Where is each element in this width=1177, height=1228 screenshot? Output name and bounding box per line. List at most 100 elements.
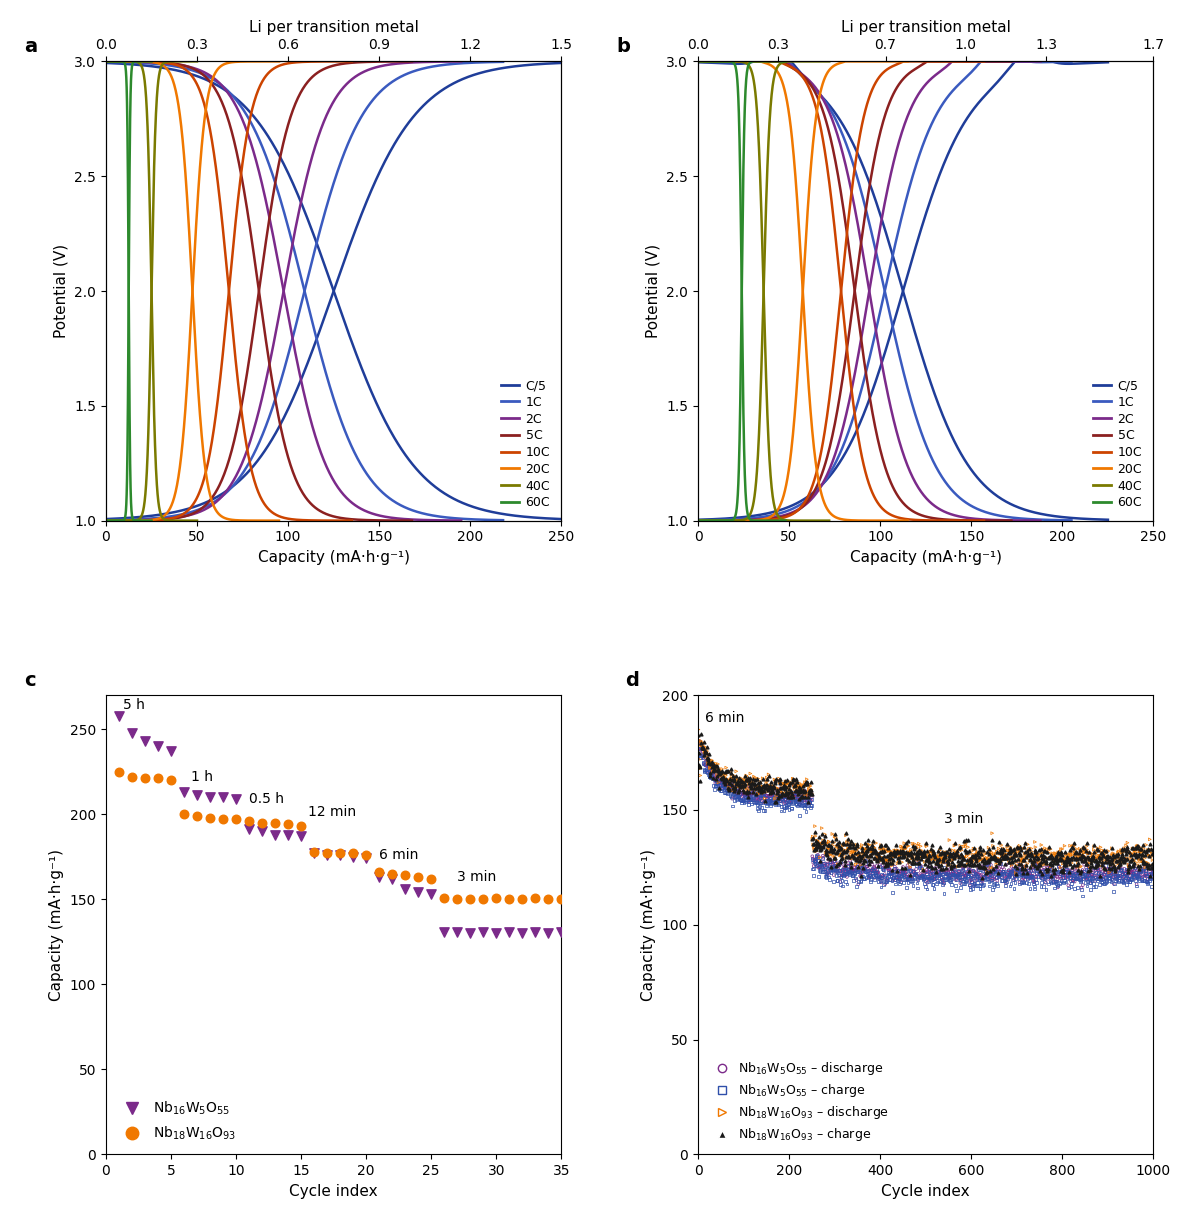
- Point: [1085, 857, 1104, 877]
- Point: [720, 770, 739, 790]
- Point: [742, 788, 760, 808]
- Point: [878, 857, 897, 877]
- Point: [767, 779, 786, 798]
- Point: [1055, 851, 1073, 871]
- Point: [911, 866, 930, 885]
- Point: [1073, 839, 1092, 858]
- Point: [840, 841, 859, 861]
- Point: [1089, 858, 1108, 878]
- Point: [753, 769, 772, 788]
- Point: [786, 786, 805, 806]
- Point: [897, 867, 916, 887]
- Point: [723, 785, 742, 804]
- Point: [884, 868, 903, 888]
- Point: [704, 764, 723, 783]
- Point: [716, 775, 734, 795]
- Point: [1055, 868, 1073, 888]
- Point: [699, 766, 718, 786]
- Point: [791, 785, 810, 804]
- Point: [690, 755, 709, 775]
- Point: [727, 786, 746, 806]
- Point: [1116, 868, 1135, 888]
- Point: [985, 860, 1004, 879]
- Point: [1082, 861, 1100, 880]
- Point: [719, 775, 738, 795]
- Point: [1002, 861, 1020, 880]
- Point: [1071, 871, 1090, 890]
- Point: [1085, 858, 1104, 878]
- Point: [797, 788, 816, 808]
- Point: [793, 776, 812, 796]
- Point: [1113, 839, 1132, 858]
- Point: [831, 845, 850, 865]
- Point: [200, 787, 219, 807]
- Point: [770, 791, 789, 810]
- Point: [953, 860, 972, 879]
- Point: [978, 861, 997, 880]
- Point: [227, 790, 246, 809]
- Point: [1099, 866, 1118, 885]
- Point: [1036, 839, 1055, 858]
- Point: [790, 781, 809, 801]
- Point: [900, 842, 919, 862]
- Point: [1009, 863, 1028, 883]
- Point: [1090, 869, 1109, 889]
- Point: [805, 837, 824, 857]
- Point: [807, 855, 826, 874]
- Point: [1015, 847, 1033, 867]
- Point: [983, 860, 1002, 879]
- Point: [1019, 846, 1038, 866]
- Point: [870, 836, 889, 856]
- Point: [703, 761, 722, 781]
- Point: [1117, 849, 1136, 868]
- Point: [1086, 849, 1105, 868]
- Point: [1083, 866, 1102, 885]
- Point: [1075, 837, 1093, 857]
- Point: [794, 797, 813, 817]
- Point: [772, 775, 791, 795]
- Point: [870, 849, 889, 868]
- Point: [782, 792, 800, 812]
- Point: [899, 842, 918, 862]
- Point: [858, 863, 877, 883]
- Point: [950, 865, 969, 884]
- Point: [1089, 846, 1108, 866]
- Point: [892, 865, 911, 884]
- Point: [1142, 847, 1161, 867]
- Point: [906, 840, 925, 860]
- Point: [214, 787, 233, 807]
- Point: [1053, 872, 1072, 892]
- Point: [305, 841, 324, 861]
- Point: [970, 865, 989, 884]
- Point: [187, 786, 206, 806]
- Point: [1005, 845, 1024, 865]
- Point: [785, 786, 804, 806]
- Point: [838, 857, 857, 877]
- Point: [318, 845, 337, 865]
- Point: [909, 869, 927, 889]
- Point: [733, 776, 752, 796]
- Point: [972, 871, 991, 890]
- Point: [890, 851, 909, 871]
- Point: [991, 853, 1010, 873]
- Point: [726, 780, 745, 799]
- Point: [697, 756, 716, 776]
- Point: [1030, 840, 1049, 860]
- Point: [905, 845, 924, 865]
- Point: [1013, 866, 1032, 885]
- Point: [750, 781, 769, 801]
- Point: [747, 771, 766, 791]
- Point: [736, 782, 754, 802]
- Point: [777, 782, 796, 802]
- Point: [1033, 860, 1052, 879]
- Point: [959, 861, 978, 880]
- Point: [812, 837, 831, 857]
- Point: [880, 853, 899, 873]
- Point: [1024, 861, 1043, 880]
- Point: [706, 775, 725, 795]
- Point: [1092, 852, 1111, 872]
- Point: [784, 783, 803, 803]
- Point: [870, 869, 889, 889]
- Point: [858, 839, 877, 858]
- Point: [879, 841, 898, 861]
